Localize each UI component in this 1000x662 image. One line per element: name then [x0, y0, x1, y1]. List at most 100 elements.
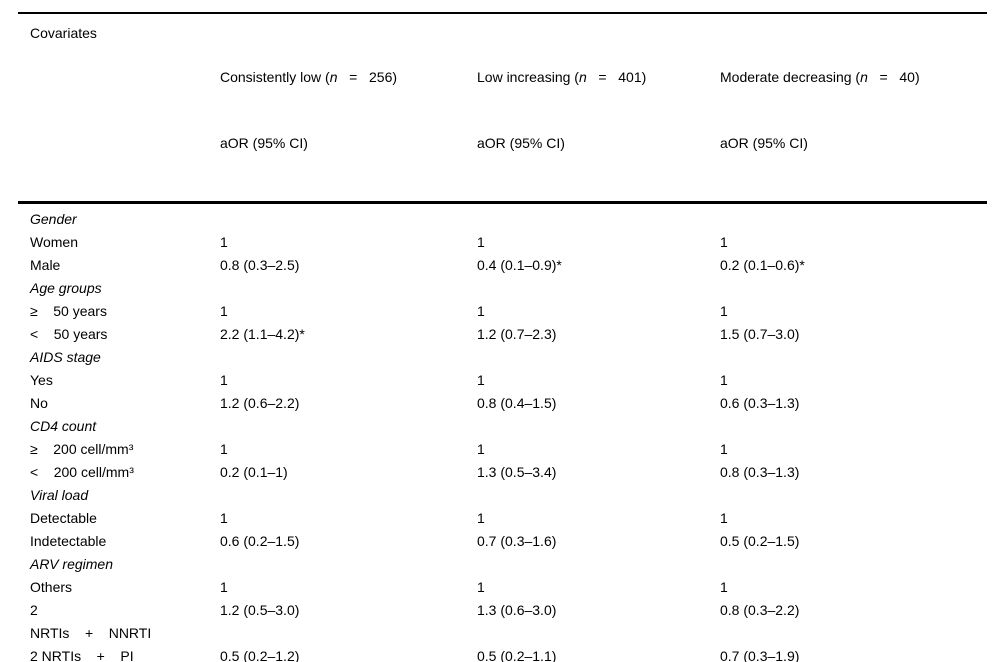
- aor-value: 1.3 (0.5–3.4): [477, 464, 557, 480]
- table-row-group: Viral load: [18, 484, 987, 507]
- n-variable: n: [860, 69, 868, 85]
- covariate-label: Indetectable: [30, 533, 107, 549]
- header-consistently-low-line2: aOR (95% CI): [220, 135, 308, 151]
- aor-value: 1.3 (0.6–3.0): [477, 602, 557, 618]
- aor-value: 0.8 (0.3–2.2): [720, 602, 800, 618]
- aor-value: 1.2 (0.7–2.3): [477, 326, 557, 342]
- aor-value: 1: [477, 579, 485, 595]
- table-row: Detectable 1 1 1: [18, 507, 987, 530]
- header-low-increasing-line2: aOR (95% CI): [477, 135, 565, 151]
- table-row: Indetectable 0.6 (0.2–1.5) 0.7 (0.3–1.6)…: [18, 530, 987, 553]
- aor-value: 1: [220, 372, 228, 388]
- aor-value: 1: [220, 510, 228, 526]
- header-moderate-decreasing-line2: aOR (95% CI): [720, 135, 808, 151]
- header-low-increasing-line1: Low increasing (n = 401): [477, 66, 720, 88]
- table-row: < 50 years 2.2 (1.1–4.2)* 1.2 (0.7–2.3) …: [18, 323, 987, 346]
- header-low-increasing: Low increasing (n = 401) aOR (95% CI): [477, 22, 720, 198]
- table-row: ≥ 200 cell/mm³ 1 1 1: [18, 438, 987, 461]
- aor-value: 1: [720, 441, 728, 457]
- table-row: 2 NRTIs + PI with boosted 0.5 (0.2–1.2) …: [18, 645, 987, 662]
- covariate-label: Yes: [30, 372, 53, 388]
- header-text: Consistently low (: [220, 69, 330, 85]
- header-moderate-decreasing-line1: Moderate decreasing (n = 40): [720, 66, 987, 88]
- covariate-label: No: [30, 395, 48, 411]
- covariate-group-label: AIDS stage: [30, 349, 101, 365]
- aor-value: 0.8 (0.3–2.5): [220, 257, 300, 273]
- aor-value: 0.8 (0.4–1.5): [477, 395, 557, 411]
- covariate-group-label: Gender: [30, 211, 77, 227]
- covariate-label: Women: [30, 234, 78, 250]
- aor-value: 1: [720, 579, 728, 595]
- header-text: = 401): [586, 69, 647, 85]
- table-row-group: Age groups: [18, 277, 987, 300]
- n-variable: n: [329, 69, 338, 85]
- aor-value: 1: [477, 510, 485, 526]
- n-variable: n: [578, 69, 587, 85]
- aor-value: 0.6 (0.3–1.3): [720, 395, 800, 411]
- aor-value: 1: [220, 579, 228, 595]
- aor-value: 0.6 (0.2–1.5): [220, 533, 300, 549]
- table-row-group: CD4 count: [18, 415, 987, 438]
- covariate-label: 2 NRTIs + PI with boosted: [30, 648, 134, 662]
- aor-value: 0.5 (0.2–1.2): [220, 648, 300, 662]
- aor-value: 1.2 (0.5–3.0): [220, 602, 300, 618]
- table-row: Male 0.8 (0.3–2.5) 0.4 (0.1–0.9)* 0.2 (0…: [18, 254, 987, 277]
- covariate-label: Others: [30, 579, 73, 595]
- aor-value: 0.7 (0.3–1.6): [477, 533, 557, 549]
- aor-value: 0.2 (0.1–0.6)*: [720, 257, 805, 273]
- aor-value: 0.4 (0.1–0.9)*: [477, 257, 562, 273]
- header-moderate-decreasing: Moderate decreasing (n = 40) aOR (95% CI…: [720, 22, 987, 198]
- covariate-label: 2 NRTIs + NNRTI: [30, 602, 152, 641]
- table-row: Women 1 1 1: [18, 231, 987, 254]
- header-text: = 256): [337, 69, 398, 85]
- covariate-label: < 50 years: [30, 326, 108, 342]
- aor-value: 0.2 (0.1–1): [220, 464, 288, 480]
- header-text: Low increasing (: [477, 69, 579, 85]
- aor-value: 1: [720, 510, 728, 526]
- covariate-label: ≥ 50 years: [30, 303, 107, 319]
- aor-value: 1: [220, 234, 228, 250]
- table-row: ≥ 50 years 1 1 1: [18, 300, 987, 323]
- aor-value: 1: [720, 303, 728, 319]
- table-row-group: AIDS stage: [18, 346, 987, 369]
- aor-value: 1: [477, 372, 485, 388]
- table-row-group: ARV regimen: [18, 553, 987, 576]
- covariate-group-label: ARV regimen: [30, 556, 114, 572]
- covariate-label: Male: [30, 257, 61, 273]
- aor-value: 0.5 (0.2–1.5): [720, 533, 800, 549]
- aor-value: 0.8 (0.3–1.3): [720, 464, 800, 480]
- header-consistently-low-line1: Consistently low (n = 256): [220, 66, 477, 88]
- covariate-label: Detectable: [30, 510, 97, 526]
- table-row: Yes 1 1 1: [18, 369, 987, 392]
- table-row: 2 NRTIs + NNRTI 1.2 (0.5–3.0) 1.3 (0.6–3…: [18, 599, 987, 645]
- table-row: Others 1 1 1: [18, 576, 987, 599]
- aor-value: 1: [220, 303, 228, 319]
- table-row-group: Gender: [18, 208, 987, 231]
- covariate-group-label: Age groups: [30, 280, 102, 296]
- covariate-group-label: CD4 count: [30, 418, 97, 434]
- aor-table: Covariates Consistently low (n = 256) aO…: [18, 12, 987, 662]
- aor-value: 0.7 (0.3–1.9): [720, 648, 800, 662]
- aor-value: 1: [720, 234, 728, 250]
- header-text: = 40): [867, 69, 920, 85]
- aor-value: 1: [477, 303, 485, 319]
- aor-value: 1.2 (0.6–2.2): [220, 395, 300, 411]
- covariate-label: ≥ 200 cell/mm³: [30, 441, 134, 457]
- aor-value: 1: [220, 441, 228, 457]
- table-row: No 1.2 (0.6–2.2) 0.8 (0.4–1.5) 0.6 (0.3–…: [18, 392, 987, 415]
- aor-value: 1.5 (0.7–3.0): [720, 326, 800, 342]
- aor-value: 1: [477, 441, 485, 457]
- header-text: Moderate decreasing (: [720, 69, 861, 85]
- aor-value: 1: [477, 234, 485, 250]
- table-row: < 200 cell/mm³ 0.2 (0.1–1) 1.3 (0.5–3.4)…: [18, 461, 987, 484]
- table-body: Gender Women 1 1 1 Male 0.8 (0.3–2.5) 0.…: [18, 204, 987, 662]
- covariate-label: < 200 cell/mm³: [30, 464, 134, 480]
- aor-value: 1: [720, 372, 728, 388]
- header-consistently-low: Consistently low (n = 256) aOR (95% CI): [220, 22, 477, 198]
- table-header-row: Covariates Consistently low (n = 256) aO…: [18, 12, 987, 204]
- aor-value: 2.2 (1.1–4.2)*: [220, 326, 305, 342]
- header-covariates: Covariates: [30, 25, 97, 41]
- covariate-group-label: Viral load: [30, 487, 89, 503]
- aor-value: 0.5 (0.2–1.1): [477, 648, 557, 662]
